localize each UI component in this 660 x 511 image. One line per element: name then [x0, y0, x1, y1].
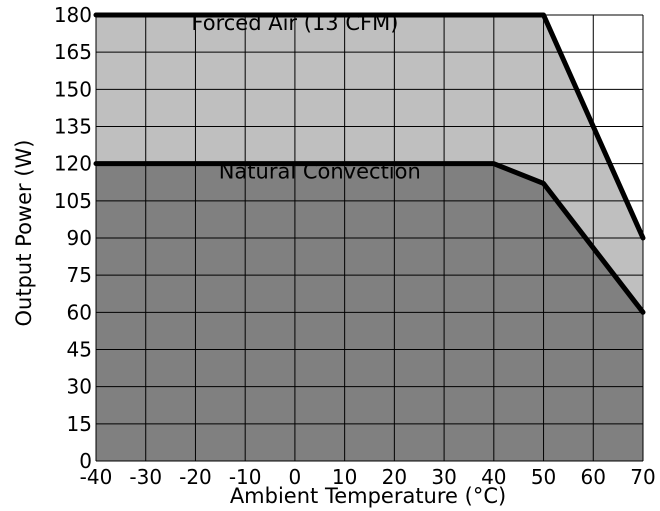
x-tick-label: -40 [80, 465, 113, 489]
x-tick-label: 20 [382, 465, 407, 489]
y-tick-label: 30 [67, 375, 92, 399]
y-tick-label: 45 [67, 338, 92, 362]
x-tick-label: 0 [289, 465, 302, 489]
x-tick-label: 30 [431, 465, 456, 489]
series-line-1 [93, 161, 646, 315]
y-tick-label: 0 [79, 449, 92, 473]
x-tick-label: -20 [179, 465, 212, 489]
grid-lines [95, 14, 644, 462]
y-tick-label: 75 [67, 263, 92, 287]
x-tick-label: -10 [229, 465, 262, 489]
series-annotations: Forced Air (13 CFM) Natural Convection [191, 11, 420, 184]
series-lines [93, 12, 646, 315]
x-tick-label: 10 [332, 465, 357, 489]
y-tick-label: 90 [67, 226, 92, 250]
x-tick-label: 40 [481, 465, 506, 489]
y-tick-label: 135 [54, 115, 92, 139]
y-tick-label: 150 [54, 77, 92, 101]
series-annotation: Forced Air (13 CFM) [191, 11, 398, 35]
x-tick-label: 60 [581, 465, 606, 489]
series-annotation: Natural Convection [219, 160, 421, 184]
y-tick-label: 15 [67, 412, 92, 436]
y-tick-label: 120 [54, 152, 92, 176]
y-axis-title: Output Power (W) [12, 140, 36, 327]
x-axis-title: Ambient Temperature (°C) [230, 484, 506, 508]
y-tick-label: 105 [54, 189, 92, 213]
y-tick-label: 60 [67, 300, 92, 324]
x-tick-labels: -40 -30 -20 -10 0 10 20 30 40 50 60 70 [80, 465, 656, 489]
x-tick-label: -30 [129, 465, 162, 489]
x-tick-label: 70 [630, 465, 655, 489]
y-tick-label: 165 [54, 40, 92, 64]
y-tick-label: 180 [54, 3, 92, 27]
series-line-0 [93, 12, 646, 241]
x-tick-label: 50 [531, 465, 556, 489]
y-tick-labels: 0 15 30 45 60 75 90 105 120 135 150 165 180 [54, 3, 92, 473]
